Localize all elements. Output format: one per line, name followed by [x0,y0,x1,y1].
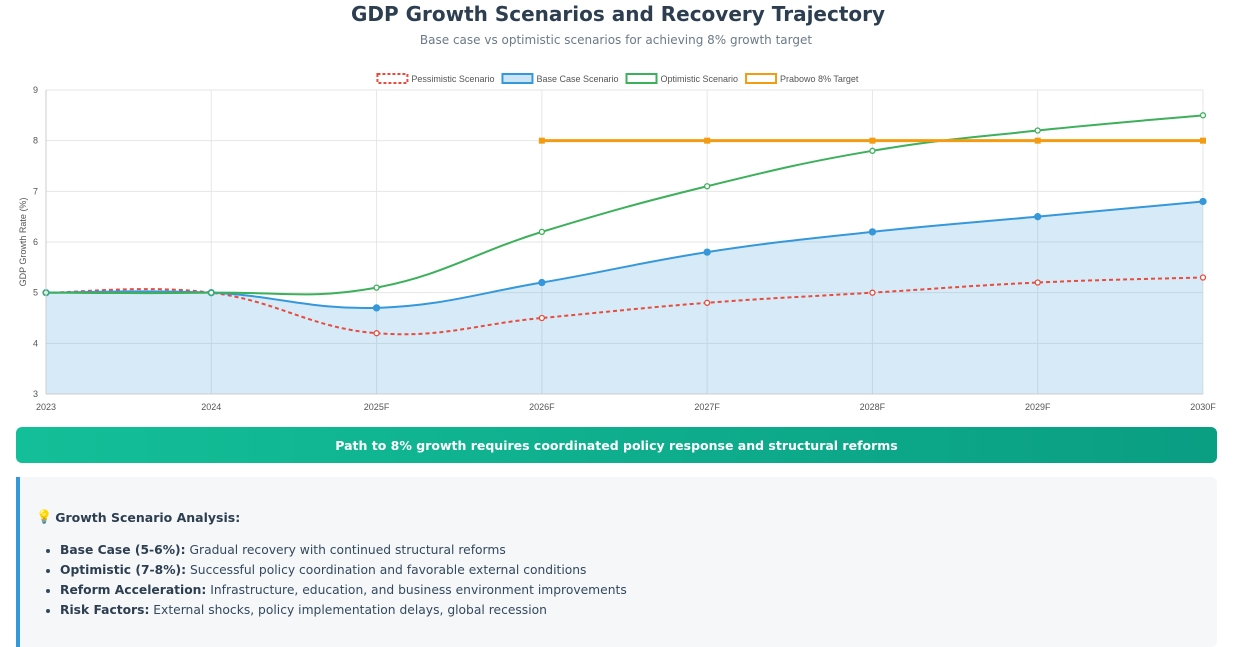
item-text: Gradual recovery with continued structur… [189,543,506,557]
analysis-panel: 💡 Growth Scenario Analysis: Base Case (5… [16,477,1217,647]
base-case-scenario-line [45,200,1204,310]
base-case-scenario-point [703,248,711,256]
analysis-list: Base Case (5-6%): Gradual recovery with … [40,540,627,620]
optimistic-scenario-point [869,147,876,154]
base-case-scenario-legend-label: Base Case Scenario [536,74,618,84]
chart-legend: Pessimistic Scenario Base Case Scenario Op… [376,73,859,84]
x-tick-label: 2028F [860,402,886,412]
analysis-heading-text: Growth Scenario Analysis: [55,510,241,525]
y-axis-label: GDP Growth Rate (%) [18,198,28,287]
item-label: Optimistic (7-8%): [60,563,187,577]
chart-fills [46,201,1203,394]
x-tick-label: 2029F [1025,402,1051,412]
y-tick-label: 4 [33,338,38,348]
y-tick-label: 9 [33,85,38,95]
pessimistic-scenario-point [703,299,711,306]
y-tick-label: 5 [33,288,38,298]
chart-markers [42,112,1207,337]
page-title: GDP Growth Scenarios and Recovery Trajec… [350,2,886,26]
list-item: Risk Factors: External shocks, policy im… [60,600,627,620]
list-item: Reform Acceleration: Infrastructure, edu… [60,580,627,600]
base-case-scenario-point [868,228,877,236]
x-tick-label: 2023 [36,402,56,412]
prabowo-8-target-legend-swatch [745,73,778,84]
item-label: Base Case (5-6%): [60,543,186,557]
pessimistic-scenario-point [1034,279,1041,286]
pessimistic-scenario-legend-swatch [376,73,409,84]
analysis-heading: 💡 Growth Scenario Analysis: [36,510,240,525]
pessimistic-scenario-point [1199,274,1207,281]
base-case-scenario-point [1034,213,1042,221]
prabowo-8-target-point [538,137,545,144]
pessimistic-scenario-point [869,289,876,296]
x-tick-label: 2026F [529,402,555,412]
gdp-growth-chart: Pessimistic Scenario Base Case Scenario Op… [18,73,1216,412]
x-tick-label: 2025F [364,402,390,412]
prabowo-8-target-point [1200,137,1206,144]
pessimistic-scenario-legend-label: Pessimistic Scenario [411,74,494,84]
optimistic-scenario-point [538,228,546,236]
base-case-scenario-point [372,304,381,312]
optimistic-scenario-legend-label: Optimistic Scenario [661,74,739,84]
x-tick-label: 2027F [694,402,720,412]
item-label: Reform Acceleration: [60,583,207,597]
chart-axes: 3 4 5 6 7 8 9 2023 2024 2025F 2026F 2027F 2028F 2029F… [18,85,1216,412]
prabowo-8-target-point [704,137,711,144]
list-item: Base Case (5-6%): Gradual recovery with … [60,540,627,560]
optimistic-scenario-line [45,114,1204,296]
x-tick-label: 2024 [201,402,221,412]
y-tick-label: 7 [33,186,38,196]
base-case-scenario-point [538,278,546,287]
pessimistic-scenario-point [373,330,380,337]
item-text: Infrastructure, education, and business … [210,583,627,597]
y-tick-label: 8 [33,136,38,146]
prabowo-8-target-legend-label: Prabowo 8% Target [780,74,859,84]
lightbulb-icon: 💡 [36,510,53,525]
base-case-scenario-point [1199,197,1207,206]
optimistic-scenario-point [1034,127,1041,134]
y-tick-label: 6 [33,237,38,247]
key-message-banner: Path to 8% growth requires coordinated p… [16,427,1217,463]
optimistic-scenario-legend-swatch [625,73,658,84]
prabowo-8-target-point [1034,137,1041,144]
pessimistic-scenario-point [538,314,546,322]
item-label: Risk Factors: [60,603,150,617]
optimistic-scenario-point [1199,112,1207,119]
page-subtitle: Base case vs optimistic scenarios for ac… [419,33,813,47]
y-tick-label: 3 [33,389,38,399]
optimistic-scenario-point [373,284,380,291]
base-case-scenario-area [46,201,1203,394]
item-text: External shocks, policy implementation d… [153,603,547,617]
pessimistic-scenario-line [45,276,1204,336]
item-text: Successful policy coordination and favor… [189,563,587,577]
optimistic-scenario-point [703,183,711,190]
prabowo-8-target-point [869,137,876,144]
x-tick-label: 2030F [1190,402,1216,412]
list-item: Optimistic (7-8%): Successful policy coo… [60,560,627,580]
base-case-scenario-legend-swatch [501,73,534,84]
optimistic-scenario-point [208,289,215,296]
